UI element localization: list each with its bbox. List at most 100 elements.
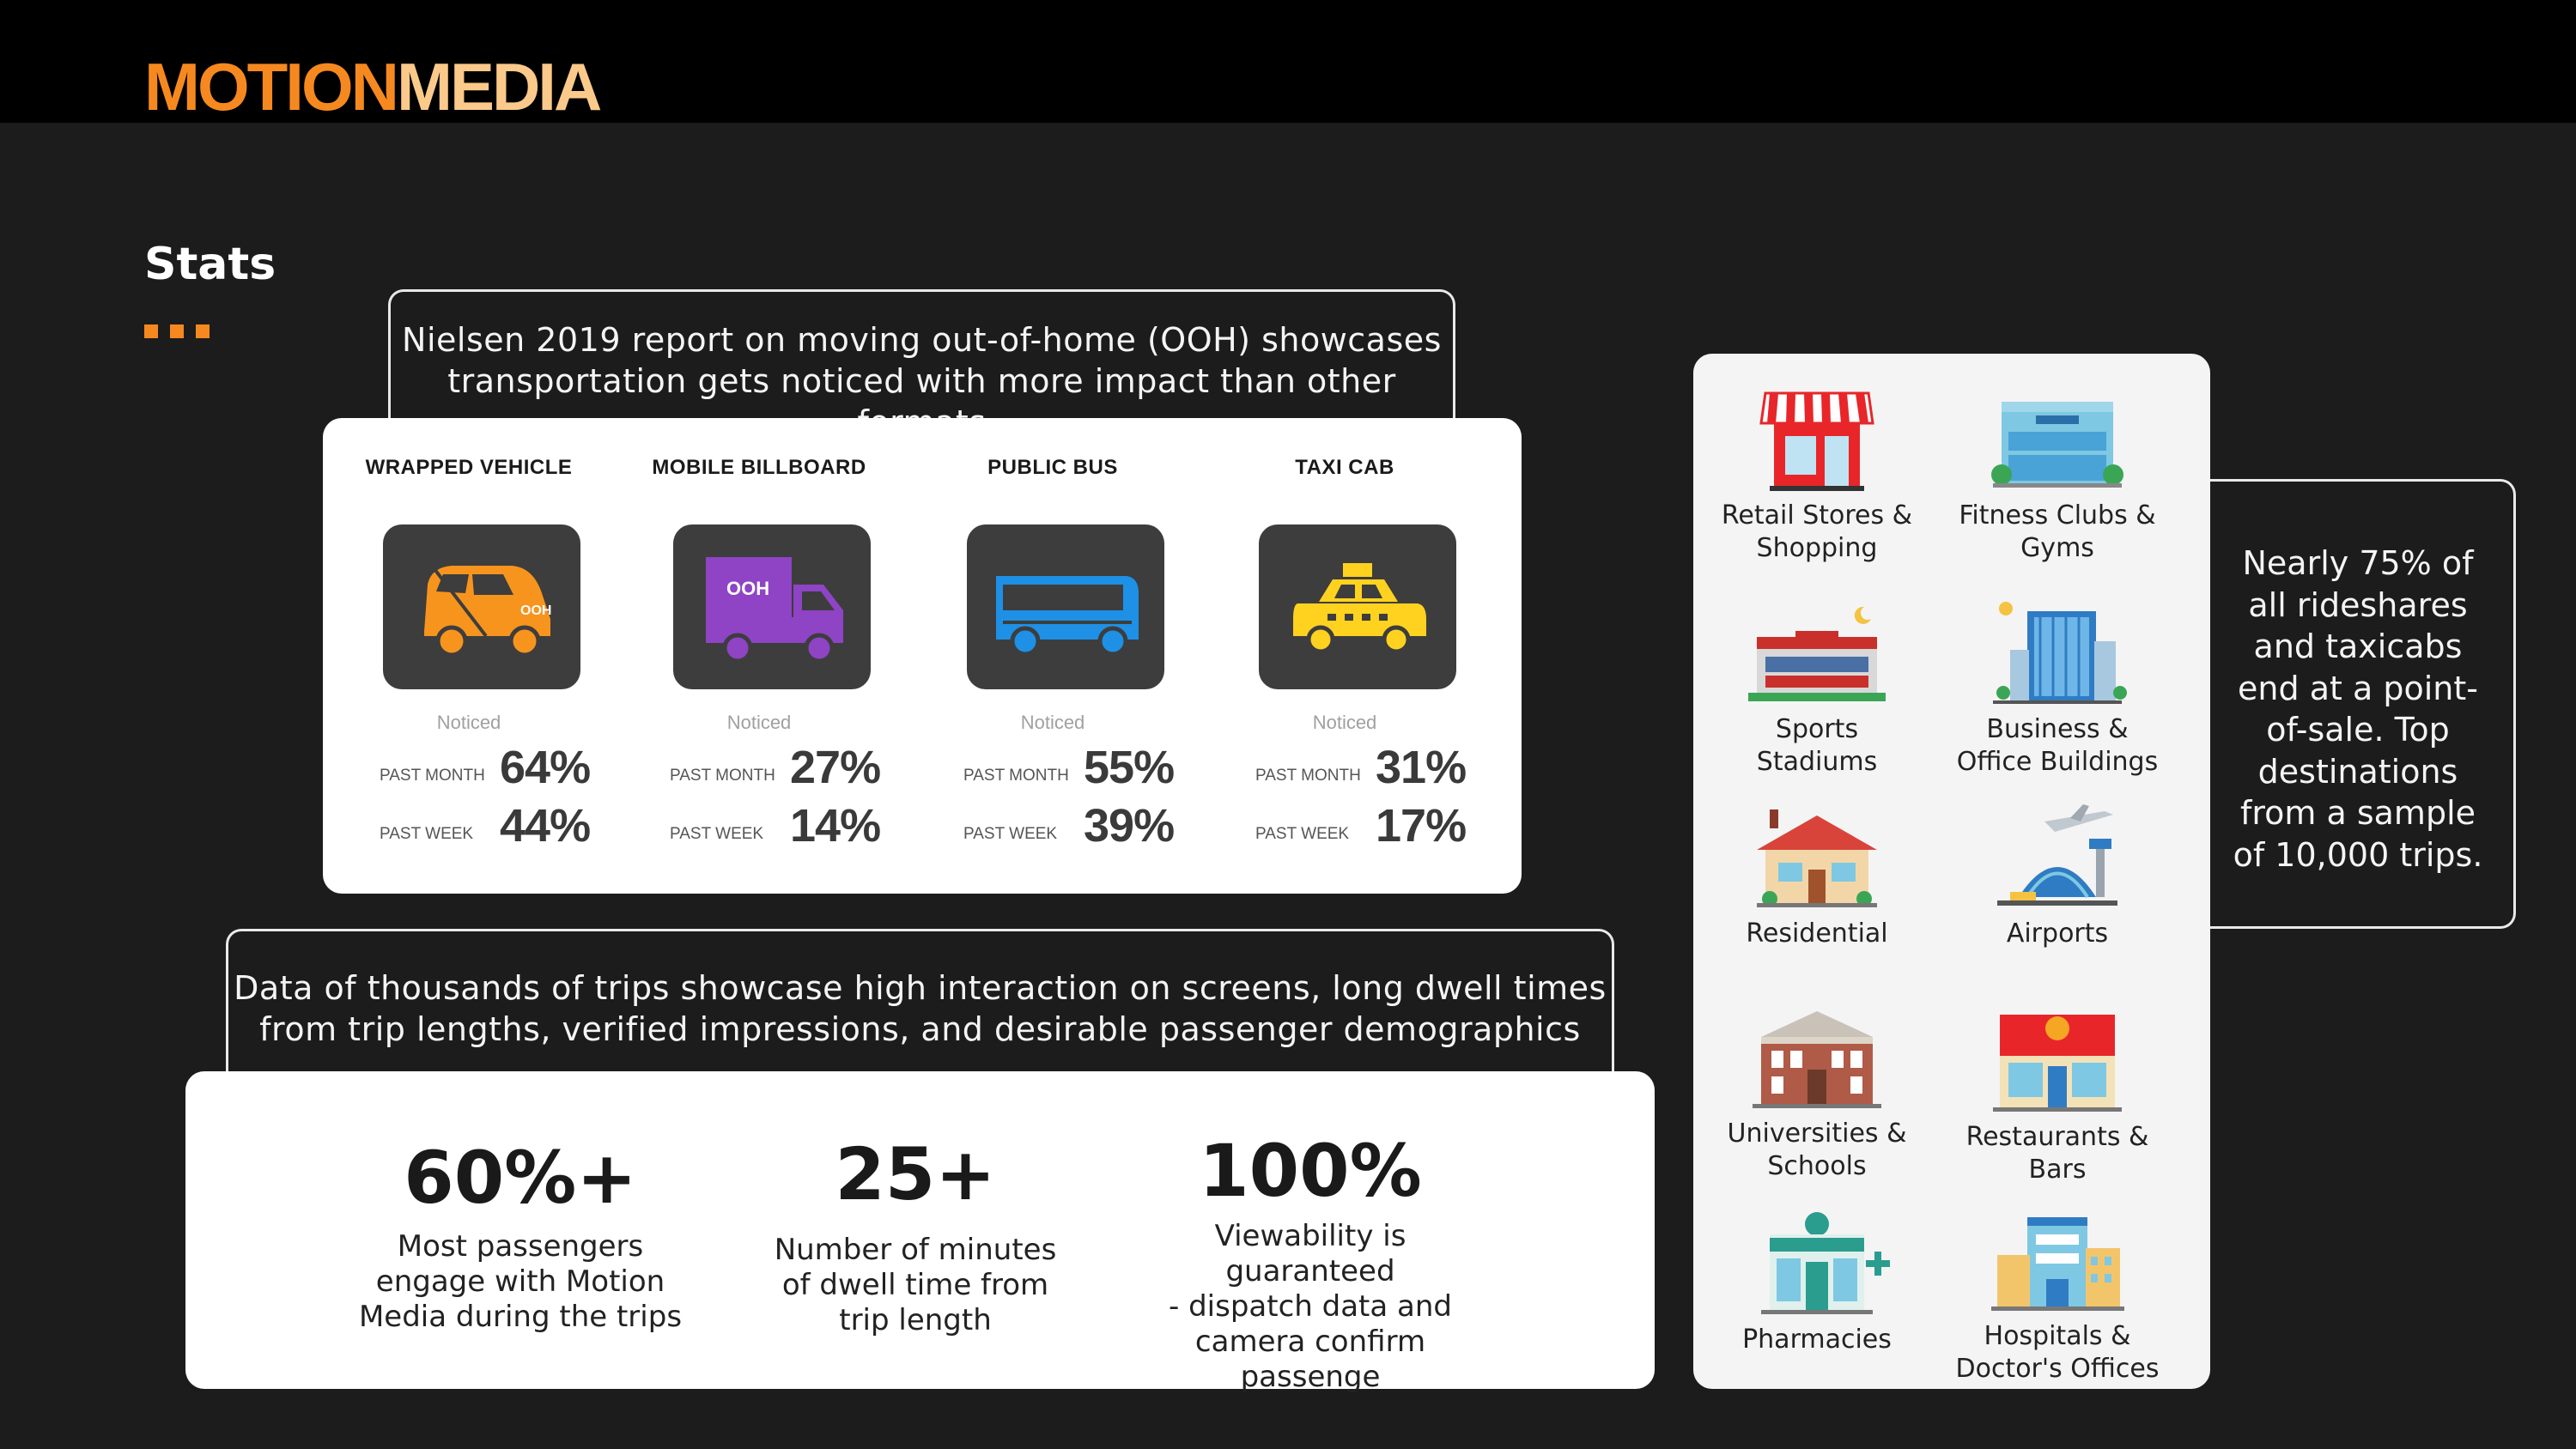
trips-callout-line-2: from trip lengths, verified impressions,…: [259, 1010, 1581, 1048]
destination-label-line: Doctor's Offices: [1955, 1354, 2160, 1384]
side-note-line: all rideshares: [2248, 585, 2468, 624]
metric-desc-line: Most passengers: [397, 1229, 644, 1264]
metric-desc-line: camera confirm passenge: [1194, 1325, 1426, 1394]
metric-desc-line: engage with Motion: [375, 1264, 665, 1299]
metric-description: Number of minutes of dwell time from tri…: [735, 1233, 1096, 1338]
stadium-icon: [1748, 606, 1886, 701]
nielsen-callout-line-1: Nielsen 2019 report on moving out-of-hom…: [402, 321, 1442, 359]
hospital-icon: [1991, 1217, 2124, 1311]
side-note-line: end at a point-: [2238, 669, 2478, 707]
past-month-value: 27%: [790, 742, 881, 793]
past-month-row: PAST MONTH 27%: [670, 742, 919, 794]
metric-value: 25+: [835, 1132, 996, 1216]
destination-hospital: Hospitals & Doctor's Offices: [1937, 1205, 2178, 1385]
svg-text:OOH: OOH: [520, 603, 551, 618]
past-week-value: 17%: [1376, 800, 1467, 852]
destination-university: Universities & Schools: [1697, 1003, 1937, 1183]
mode-label: PUBLIC BUS: [987, 456, 1118, 479]
destination-label: Retail Stores & Shopping: [1697, 500, 1937, 565]
destination-airport: Airports: [1937, 803, 2178, 950]
side-note-line: of-sale. Top: [2266, 711, 2450, 749]
nielsen-callout: Nielsen 2019 report on moving out-of-hom…: [388, 289, 1455, 441]
past-week-row: PAST WEEK 14%: [670, 800, 919, 852]
destination-label-line: Residential: [1746, 919, 1888, 949]
metric-desc-line: Media during the trips: [358, 1300, 683, 1334]
metric-dwell-time: 25+ Number of minutes of dwell time from…: [735, 1138, 1096, 1338]
destination-label-line: Universities &: [1727, 1119, 1907, 1149]
bus-icon: [967, 524, 1164, 689]
destination-label-line: Retail Stores &: [1721, 500, 1913, 530]
destination-label-line: Schools: [1767, 1151, 1867, 1181]
destination-residential: Residential: [1697, 803, 1937, 950]
metric-engagement: 60%+ Most passengers engage with Motion …: [340, 1142, 701, 1335]
metric-desc-line: - dispatch data and: [1169, 1289, 1452, 1324]
destination-label-line: Bars: [2028, 1155, 2087, 1185]
destination-label-line: Office Buildings: [1956, 747, 2159, 777]
past-month-row: PAST MONTH 55%: [963, 742, 1212, 794]
metric-value: 100%: [1199, 1129, 1422, 1213]
metric-desc-line: trip length: [839, 1303, 992, 1337]
side-note-frame: [2210, 479, 2516, 929]
wrapped-vehicle-icon: OOH: [383, 524, 580, 689]
title-accent-dots: [144, 324, 210, 338]
destination-label: Sports Stadiums: [1697, 713, 1937, 779]
page-title: Stats: [144, 239, 276, 290]
destination-office: Business & Office Buildings: [1937, 598, 2178, 779]
mode-public-bus: PUBLIC BUS Noticed PAST MONTH 55% PAST W…: [907, 418, 1199, 894]
past-week-row: PAST WEEK 44%: [380, 800, 629, 852]
metric-desc-line: Number of minutes: [774, 1233, 1057, 1267]
noticed-label: Noticed: [1020, 712, 1085, 733]
destination-label-line: Fitness Clubs &: [1959, 500, 2156, 530]
past-week-row: PAST WEEK 39%: [963, 800, 1212, 852]
past-month-value: 64%: [500, 742, 591, 793]
past-month-row: PAST MONTH 31%: [1255, 742, 1504, 794]
destination-label-line: Gyms: [2020, 533, 2094, 563]
motionmedia-logo: MOTIONMEDIA: [144, 53, 602, 120]
past-week-label: PAST WEEK: [380, 825, 474, 843]
mode-wrapped-vehicle: WRAPPED VEHICLE OOH Noticed PAST MONTH 6…: [323, 418, 615, 894]
metric-viewability: 100% Viewability is guaranteed - dispatc…: [1130, 1135, 1491, 1395]
mode-label: MOBILE BILLBOARD: [652, 456, 866, 479]
logo-part-motion: MOTION: [144, 49, 399, 124]
metric-value: 60%+: [404, 1136, 637, 1220]
past-month-label: PAST MONTH: [670, 767, 775, 785]
mode-label: WRAPPED VEHICLE: [365, 456, 573, 479]
destination-label-line: Stadiums: [1756, 747, 1878, 777]
destination-label: Airports: [1937, 918, 2178, 950]
destination-label-line: Hospitals &: [1984, 1321, 2131, 1351]
destination-label-line: Restaurants &: [1965, 1122, 2149, 1152]
fitness-center-icon: [1991, 402, 2123, 488]
past-week-value: 14%: [790, 800, 881, 852]
past-week-value: 39%: [1084, 800, 1175, 852]
mode-taxi-cab: TAXI CAB Noticed PAST MONT: [1199, 418, 1491, 894]
destination-label: Hospitals & Doctor's Offices: [1937, 1320, 2178, 1385]
house-icon: [1757, 809, 1877, 907]
destination-label-line: Airports: [2006, 919, 2109, 949]
destination-restaurant: Restaurants & Bars: [1937, 1006, 2178, 1186]
trips-callout: Data of thousands of trips showcase high…: [226, 929, 1614, 1075]
metric-description: Viewability is guaranteed - dispatch dat…: [1130, 1219, 1491, 1395]
university-icon: [1753, 1011, 1881, 1108]
metric-description: Most passengers engage with Motion Media…: [340, 1229, 701, 1335]
taxi-icon: [1259, 524, 1456, 689]
side-note-line: destinations: [2257, 752, 2458, 791]
past-month-label: PAST MONTH: [1255, 767, 1361, 785]
past-week-label: PAST WEEK: [1255, 825, 1350, 843]
destination-retail: Retail Stores & Shopping: [1697, 385, 1937, 565]
office-building-icon: [1993, 602, 2127, 704]
destination-label: Fitness Clubs & Gyms: [1937, 500, 2178, 565]
retail-store-icon: [1759, 391, 1874, 491]
side-note-line: and taxicabs: [2253, 627, 2463, 665]
destination-label: Universities & Schools: [1697, 1118, 1937, 1183]
mode-label: TAXI CAB: [1295, 456, 1394, 479]
destination-pharmacy: Pharmacies: [1697, 1209, 1937, 1356]
past-week-label: PAST WEEK: [670, 825, 764, 843]
destination-label: Pharmacies: [1697, 1324, 1937, 1356]
past-month-row: PAST MONTH 64%: [380, 742, 629, 794]
side-note-line: from a sample: [2239, 794, 2476, 832]
pharmacy-icon: [1761, 1212, 1890, 1314]
mobile-billboard-truck-icon: OOH: [673, 524, 871, 689]
side-note: Nearly 75% of all rideshares and taxicab…: [2229, 543, 2487, 876]
destination-label-line: Shopping: [1756, 533, 1878, 563]
destination-label-line: Business &: [1986, 714, 2129, 744]
